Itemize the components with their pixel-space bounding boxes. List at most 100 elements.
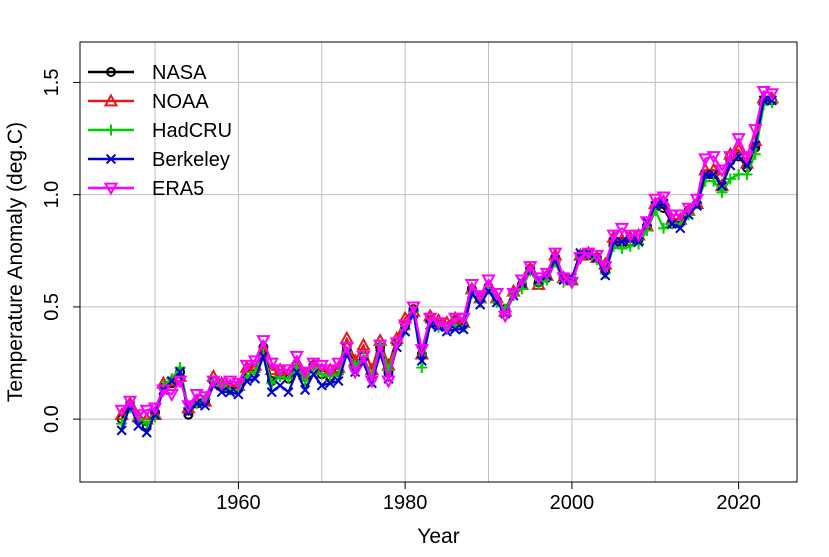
data-point-era5	[756, 85, 771, 99]
series-line-era5	[120, 90, 773, 416]
y-tick-label: 1.5	[41, 69, 63, 97]
data-point-era5	[381, 375, 396, 389]
data-point-era5	[447, 312, 463, 326]
data-point-era5	[122, 395, 138, 409]
data-point-era5	[472, 290, 488, 304]
data-point-era5	[247, 355, 263, 369]
data-point-era5	[372, 339, 388, 353]
data-point-hadcru	[416, 362, 428, 374]
data-point-era5	[681, 202, 696, 216]
data-point-berkeley	[675, 223, 686, 234]
data-point-hadcru	[658, 222, 670, 234]
data-point-noaa	[356, 337, 371, 351]
legend-label: NASA	[152, 62, 207, 84]
data-point-berkeley	[141, 427, 152, 438]
data-point-hadcru	[616, 243, 628, 255]
data-point-era5	[606, 229, 621, 243]
legend-marker	[105, 153, 117, 165]
data-point-berkeley	[708, 169, 719, 180]
data-point-era5	[289, 350, 304, 364]
legend-marker	[106, 67, 116, 77]
data-point-era5	[748, 124, 763, 138]
y-tick-label: 0.0	[41, 405, 63, 433]
data-point-berkeley	[133, 420, 144, 431]
data-point-era5	[689, 193, 705, 207]
x-tick-label: 2020	[716, 492, 761, 514]
data-point-berkeley	[283, 387, 294, 398]
data-point-hadcru	[266, 377, 278, 389]
legend-marker	[103, 93, 119, 107]
legend-marker	[103, 182, 119, 196]
data-point-era5	[531, 272, 546, 286]
data-point-era5	[406, 301, 421, 315]
data-point-berkeley	[741, 160, 753, 171]
data-point-era5	[139, 404, 154, 418]
legend-marker	[105, 124, 117, 136]
data-point-era5	[147, 402, 163, 416]
data-point-berkeley	[416, 355, 427, 366]
data-point-era5	[706, 151, 721, 165]
data-point-era5	[231, 377, 246, 391]
legend-item-hadcru: HadCRU	[88, 120, 232, 142]
data-point-berkeley	[199, 400, 211, 411]
data-point-noaa	[264, 362, 279, 376]
data-point-noaa	[731, 142, 746, 156]
data-point-era5	[598, 261, 613, 275]
data-point-era5	[214, 377, 229, 391]
x-tick-label: 1960	[216, 492, 261, 514]
data-point-era5	[306, 357, 321, 371]
series-era5	[114, 85, 780, 423]
data-point-era5	[439, 321, 455, 335]
data-point-era5	[414, 344, 430, 358]
data-point-era5	[297, 366, 313, 380]
x-tick-label: 1980	[383, 492, 428, 514]
series-group	[114, 85, 780, 438]
data-point-berkeley	[216, 387, 227, 398]
legend-item-era5: ERA5	[88, 178, 204, 200]
data-point-era5	[281, 364, 296, 378]
data-point-berkeley	[458, 324, 469, 335]
series-line-noaa	[120, 96, 772, 421]
data-point-era5	[589, 249, 605, 263]
data-point-era5	[614, 222, 630, 236]
axes: 1960 1980 2000 2020 0.0 0.5 1.0 1.5	[41, 69, 761, 514]
data-point-berkeley	[450, 324, 461, 335]
data-point-era5	[698, 153, 713, 167]
data-point-era5	[356, 350, 371, 364]
y-axis-title: Temperature Anomaly (deg.C)	[4, 122, 27, 402]
data-point-era5	[673, 209, 688, 223]
data-point-era5	[656, 191, 671, 205]
data-point-berkeley	[333, 375, 344, 387]
data-point-era5	[506, 288, 521, 301]
data-point-berkeley	[249, 373, 261, 384]
data-point-era5	[514, 274, 530, 288]
data-point-berkeley	[174, 366, 186, 378]
data-point-era5	[573, 252, 588, 266]
legend-label: Berkeley	[152, 149, 230, 171]
data-point-era5	[631, 229, 646, 243]
data-point-era5	[397, 319, 413, 333]
data-point-era5	[714, 164, 730, 178]
data-point-era5	[731, 133, 746, 147]
data-point-era5	[739, 151, 755, 165]
data-point-era5	[256, 335, 271, 349]
data-point-era5	[331, 357, 346, 371]
data-point-era5	[623, 229, 638, 243]
data-point-era5	[481, 274, 496, 288]
legend-item-nasa: NASA	[88, 62, 207, 84]
data-point-era5	[464, 279, 480, 293]
data-point-berkeley	[616, 236, 628, 247]
data-point-era5	[322, 364, 338, 378]
legend-item-berkeley: Berkeley	[88, 149, 230, 171]
data-point-era5	[131, 409, 146, 423]
data-point-era5	[648, 193, 663, 207]
data-point-era5	[239, 359, 254, 373]
data-point-era5	[197, 391, 213, 405]
data-point-era5	[456, 312, 471, 326]
data-point-berkeley	[716, 180, 728, 191]
data-point-berkeley	[274, 380, 286, 391]
data-point-berkeley	[666, 218, 678, 229]
data-point-era5	[664, 209, 680, 223]
data-point-era5	[347, 366, 363, 380]
